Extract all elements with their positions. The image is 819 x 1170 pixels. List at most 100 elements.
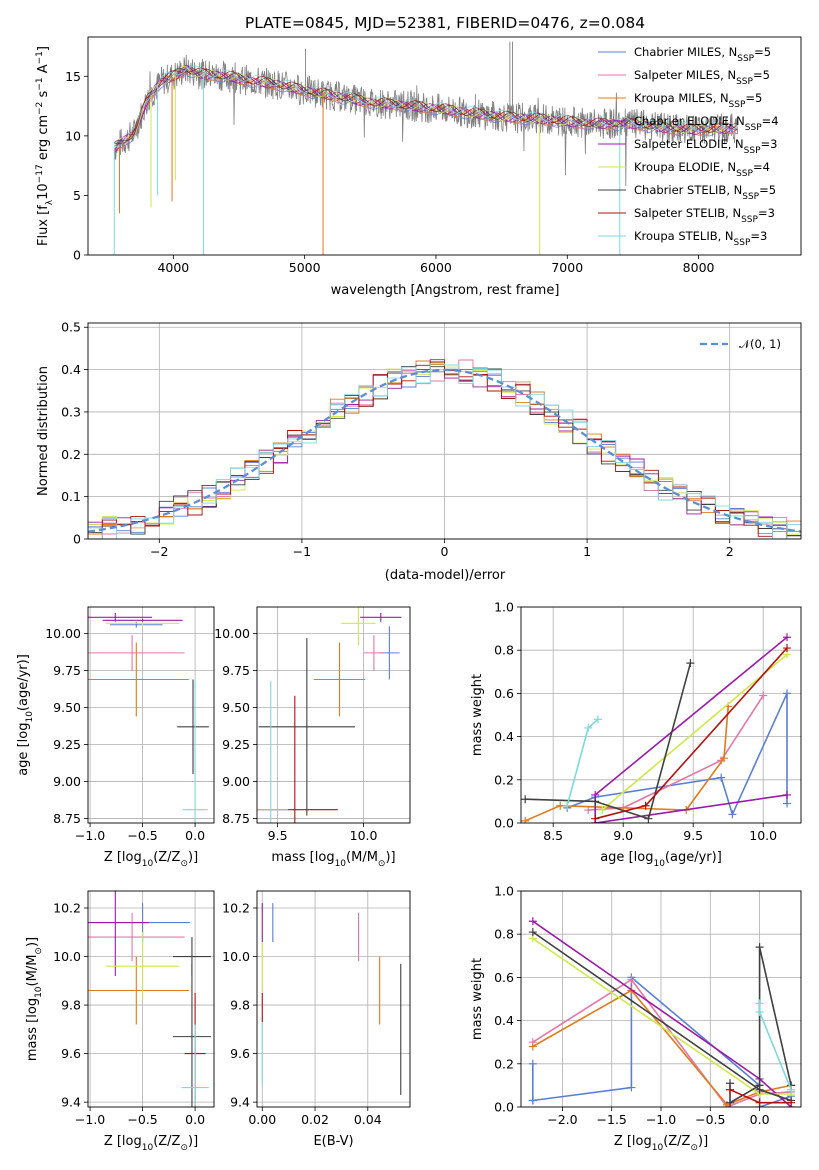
axes-frame [87, 322, 802, 540]
y-axis-label-part: λ [45, 199, 55, 205]
x-tick-label: −0.5 [127, 828, 157, 843]
axes-age_vs_mass: 9.5 10.0 8.75 9.00 9.25 9.50 9.75 10.00 mass [lo… [214, 606, 411, 869]
x-axis-label-part: (Z/Z [153, 850, 180, 865]
x-axis-label: Z [log10(Z/Z⊙)] [614, 1134, 708, 1153]
weight-marker [528, 1042, 537, 1051]
legend-entry-part: SSP [736, 169, 753, 179]
weight-marker [759, 691, 768, 700]
y-tick-label: 10.00 [214, 626, 250, 641]
weight-marker [627, 975, 636, 984]
x-axis-label-part: (Z/Z [663, 1134, 690, 1149]
errorbar-point [88, 642, 189, 717]
y-axis-label-part: Flux [f [36, 205, 51, 246]
legend-entry: Salpeter ELODIE, NSSP=3 [634, 137, 777, 156]
y-axis-label-part: erg cm [36, 115, 51, 164]
y-axis-label: Flux [fλ10−17 erg cm−2 s−1 A−1] [35, 46, 55, 246]
x-axis-label-part: 10 [142, 1143, 154, 1153]
weight-marker [627, 1083, 636, 1092]
axes-frame [87, 606, 215, 824]
x-axis-label-part: )] [385, 850, 395, 865]
axes-frame [87, 890, 215, 1108]
x-axis-label-part: ⊙ [378, 859, 386, 869]
y-axis-label-part: s [36, 90, 51, 101]
y-axis-label-part: (M/M [25, 955, 40, 987]
plot-area [257, 607, 410, 823]
legend-entry-part: Salpeter MILES, N [634, 68, 736, 82]
x-tick-label: −1 [293, 544, 311, 559]
errorbar-point [181, 1024, 209, 1107]
legend-entry-part: SSP [745, 123, 762, 133]
histogram-series [88, 363, 801, 539]
x-tick-label: −0.5 [695, 1112, 725, 1127]
y-axis-label-part: −1 [35, 77, 45, 90]
x-axis-label-part: ⊙ [180, 859, 188, 869]
model-spectrum-line [114, 68, 738, 143]
y-tick-label: 10.2 [53, 900, 81, 915]
y-axis-label-part: 10 [36, 183, 51, 200]
legend-entry: 𝒩(0, 1) [739, 337, 781, 351]
errorbar-point [88, 912, 185, 962]
y-tick-label: 0.0 [494, 816, 514, 831]
y-tick-label: 0.2 [494, 772, 514, 787]
weight-series [591, 644, 791, 823]
x-tick-label: −1.0 [646, 1112, 676, 1127]
x-axis-label-part: 10 [652, 1143, 664, 1153]
x-axis-label-part: Z [log [614, 1134, 652, 1149]
y-tick-label: 9.25 [53, 737, 81, 752]
weight-line [532, 989, 792, 1106]
x-axis-label: wavelength [Angstrom, rest frame] [331, 283, 560, 298]
y-tick-label: 0.8 [494, 927, 514, 942]
errorbar-point [105, 932, 180, 1001]
weight-marker [686, 659, 695, 668]
weight-marker [641, 801, 650, 810]
x-tick-label: −1.0 [75, 828, 105, 843]
chart-title: PLATE=0845, MJD=52381, FIBERID=0476, z=0… [245, 14, 645, 32]
axes-mass_vs_Z: −1.0 −0.5 0.09.49.69.810.010.2Z [log10(Z/Z… [25, 890, 215, 1153]
y-tick-label: 0.4 [494, 1013, 514, 1028]
x-axis-label: E(B-V) [313, 1134, 353, 1149]
x-axis-label: Z [log10(Z/Z⊙)] [104, 1134, 198, 1153]
weight-marker [594, 715, 602, 724]
x-axis-label-part: Z [log [104, 850, 142, 865]
x-axis-label-part: (Z/Z [153, 1134, 180, 1149]
y-tick-label: 8.75 [53, 811, 81, 826]
x-tick-label: 6000 [420, 260, 452, 275]
plot-area [88, 607, 214, 823]
y-tick-label: 9.6 [230, 1046, 250, 1061]
x-axis-label-part: ⊙ [690, 1143, 698, 1153]
legend-entry-part: Kroupa STELIB, N [634, 229, 734, 243]
legend-entry: Chabrier ELODIE, NSSP=4 [634, 114, 779, 133]
errorbar-point [88, 891, 149, 976]
observed-spectrum-line [113, 54, 739, 187]
x-tick-label: 0.02 [301, 1112, 329, 1127]
weight-series [726, 1085, 796, 1107]
x-axis-label: Z [log10(Z/Z⊙)] [104, 850, 198, 869]
x-axis-label-part: )] [698, 1134, 708, 1149]
errorbar-point [313, 642, 366, 717]
y-tick-label: 1.0 [494, 884, 514, 899]
legend-entry-part: Chabrier MILES, N [634, 45, 737, 59]
errorbar-point [88, 956, 189, 1025]
x-tick-label: 0 [441, 544, 449, 559]
y-axis-label-part: )] [25, 937, 40, 947]
y-tick-label: 0.0 [494, 1100, 514, 1115]
x-axis-label: mass [log10(M/M⊙)] [271, 850, 395, 869]
legend-entry: Salpeter STELIB, NSSP=3 [634, 206, 775, 225]
x-tick-label: 0.0 [185, 828, 205, 843]
legend-entry-part: Salpeter ELODIE, N [634, 137, 744, 151]
weight-marker [755, 1007, 764, 1016]
y-tick-label: 0.3 [61, 404, 81, 419]
weight-series [755, 999, 796, 1094]
weight-line [566, 693, 788, 817]
weight-line [525, 662, 692, 820]
x-axis-label-part: age [log [600, 850, 653, 865]
weight-marker [728, 810, 737, 819]
weight-marker [528, 1096, 537, 1105]
errorbar-point [341, 607, 376, 646]
y-tick-label: 9.25 [222, 737, 250, 752]
errorbar-point [110, 621, 163, 628]
y-axis-label: mass [log10(M/M⊙)] [25, 937, 44, 1061]
weight-marker [528, 917, 537, 926]
